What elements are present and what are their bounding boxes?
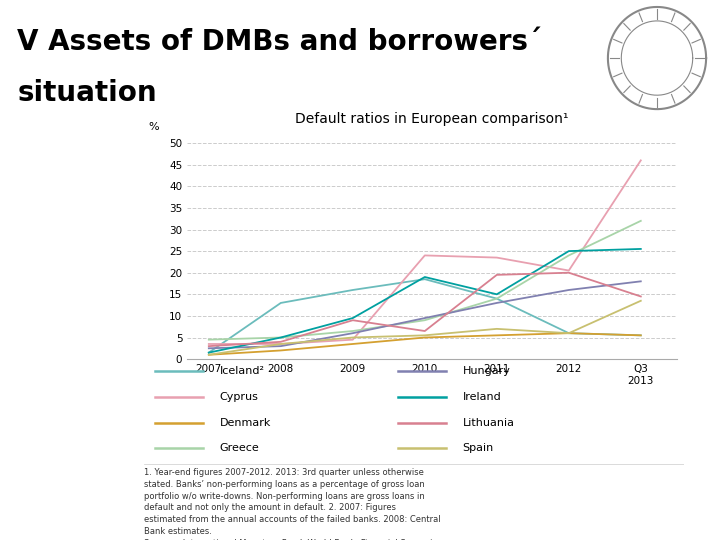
Text: V Assets of DMBs and borrowers´: V Assets of DMBs and borrowers´ [17,28,542,56]
Text: Hungary: Hungary [462,367,510,376]
Text: Denmark: Denmark [220,418,271,428]
Text: Greece: Greece [220,443,259,454]
Text: Iceland²: Iceland² [220,367,265,376]
Text: %: % [148,122,158,132]
Text: Cyprus: Cyprus [220,392,258,402]
Text: situation: situation [17,79,157,107]
Text: Default ratios in European comparison¹: Default ratios in European comparison¹ [295,112,569,126]
Text: Lithuania: Lithuania [462,418,515,428]
Text: 1. Year-end figures 2007-2012. 2013: 3rd quarter unless otherwise
stated. Banks’: 1. Year-end figures 2007-2012. 2013: 3rd… [144,468,441,540]
Text: Spain: Spain [462,443,494,454]
Text: Ireland: Ireland [462,392,501,402]
